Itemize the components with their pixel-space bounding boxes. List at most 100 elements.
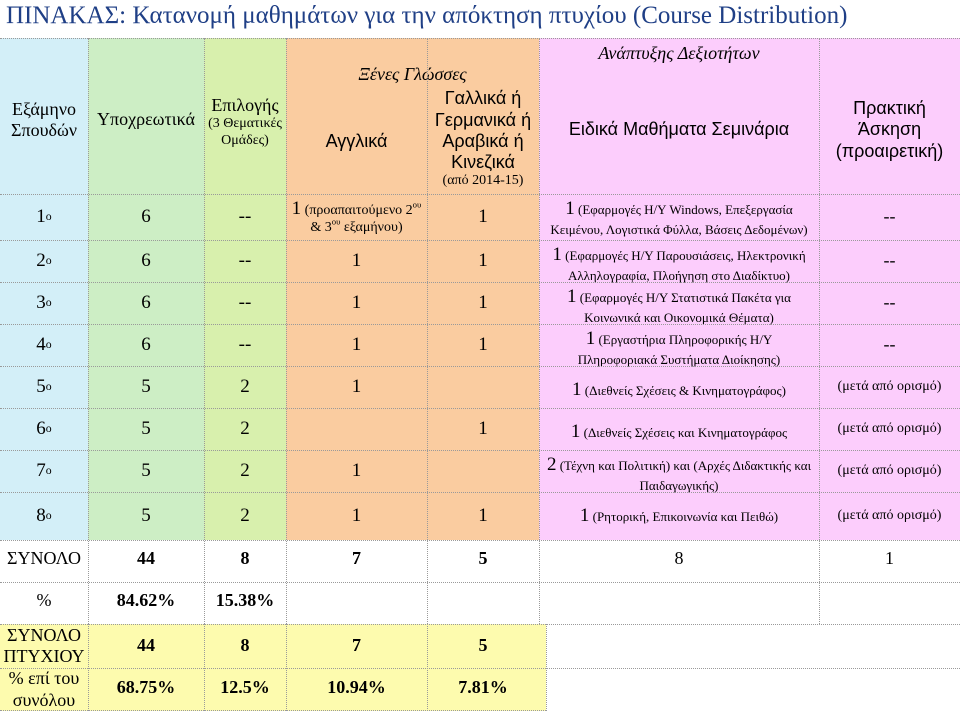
grid-line <box>0 240 960 241</box>
english-cell: 1 <box>351 504 362 526</box>
summary-block-bg <box>0 624 546 711</box>
skills-description: (Εφαρμογές Η/Υ Windows, Επεξεργασία Κειμ… <box>550 202 808 237</box>
required-cell: 6 <box>141 291 151 313</box>
skills-count: 1 <box>567 286 577 307</box>
skills-description: (Διεθνείς Σχέσεις & Κινηματογράφος) <box>584 383 786 398</box>
degree-percent-label: % επί του συνόλου <box>8 668 80 710</box>
electives-cell: -- <box>238 249 252 271</box>
percent-required: 84.62% <box>116 590 176 611</box>
english-cell: 1 (προαπαιτούμενο 2ου & 3ου εξαμήνου) <box>286 194 427 240</box>
semester-number: 3 <box>36 291 46 313</box>
grid-line <box>286 624 287 711</box>
electives-cell: 2 <box>240 417 250 439</box>
grid-line <box>286 38 287 624</box>
english-note-line2: & 3ου εξαμήνου) <box>310 217 402 237</box>
degree-total-english: 7 <box>352 635 361 656</box>
degree-percent-other-languages: 7.81% <box>458 677 508 698</box>
other-languages-cell <box>427 366 539 408</box>
header-skills-group: Ανάπτυξης Δεξιοτήτων <box>598 43 760 64</box>
header-electives-title: Επιλογής <box>211 94 279 115</box>
practice-cell: (μετά από ορισμό) <box>837 507 942 523</box>
required-cell: 6 <box>141 333 151 355</box>
header-languages-group: Ξένες Γλώσσες <box>358 64 467 85</box>
english-note-a: (προαπαιτούμενο 2 <box>304 202 413 218</box>
semester-column-bg <box>0 38 88 540</box>
degree-total-electives: 8 <box>240 635 250 656</box>
semester-number: 5 <box>36 375 46 397</box>
skills-cell: 2 (Τέχνη και Πολιτική) και (Αρχές Διδακτ… <box>546 450 812 493</box>
skills-count: 1 <box>585 328 596 349</box>
skills-description: (Εφαρμογές Η/Υ Παρουσιάσεις, Ηλεκτρονική… <box>565 248 806 283</box>
semester-number: 6 <box>36 417 46 439</box>
skills-cell: 1 (Εργαστήρια Πληροφορικής Η/Υ Πληροφορι… <box>546 324 812 367</box>
practice-cell: (μετά από ορισμό) <box>837 378 942 394</box>
other-languages-cell: 1 <box>478 417 488 439</box>
electives-cell: -- <box>238 333 252 355</box>
english-note-b: & 3 <box>310 219 332 235</box>
degree-percent-english: 10.94% <box>327 677 386 698</box>
required-cell: 5 <box>141 417 151 439</box>
english-note-line1: 1 (προαπαιτούμενο 2ου <box>292 198 422 220</box>
total-required: 44 <box>137 548 155 569</box>
semester-number: 8 <box>36 504 46 526</box>
skills-count: 1 <box>552 244 562 265</box>
grid-line <box>88 624 89 711</box>
skills-cell: 1 (Εφαρμογές Η/Υ Στατιστικά Πακέτα για Κ… <box>546 282 812 325</box>
electives-cell: 2 <box>240 504 250 526</box>
other-languages-cell: 1 <box>478 205 488 227</box>
header-required: Υποχρεωτικά <box>97 109 195 130</box>
electives-cell: 2 <box>240 459 250 481</box>
total-practice: 1 <box>885 548 894 569</box>
other-languages-cell: 1 <box>478 291 488 313</box>
languages-column-bg <box>286 38 539 540</box>
grid-line <box>427 624 428 711</box>
english-cell: 1 <box>351 249 362 271</box>
degree-percent-required: 68.75% <box>116 677 176 698</box>
semester-number: 7 <box>36 459 46 481</box>
other-languages-cell: 1 <box>478 249 488 271</box>
skills-count: 1 <box>572 379 582 400</box>
header-other-languages: Γαλλικά ή Γερμανικά ή Αραβικά ή Κινεζικά… <box>427 84 539 194</box>
english-note-sup2: ου <box>331 216 341 227</box>
skills-column-bg <box>539 38 960 540</box>
header-other-languages-note: (από 2014-15) <box>442 173 524 189</box>
header-other-languages-names: Γαλλικά ή Γερμανικά ή Αραβικά ή Κινεζικά <box>434 88 532 172</box>
required-cell: 5 <box>141 504 151 526</box>
header-semester: Εξάμηνο Σπουδών <box>11 98 77 140</box>
grid-line <box>204 624 205 711</box>
grid-line <box>546 624 547 711</box>
skills-count: 1 <box>570 421 581 442</box>
skills-description: (Τέχνη και Πολιτική) και (Αρχές Διδακτικ… <box>559 458 812 493</box>
grid-line <box>0 366 960 367</box>
required-cell: 6 <box>141 249 151 271</box>
skills-cell: 1 (Εφαρμογές Η/Υ Windows, Επεξεργασία Κε… <box>546 194 812 240</box>
practice-cell: -- <box>883 292 896 313</box>
semester-number: 1 <box>36 205 46 227</box>
total-other-languages: 5 <box>478 548 488 569</box>
degree-percent-electives: 12.5% <box>220 677 270 698</box>
total-label: ΣΥΝΟΛΟ <box>7 548 81 569</box>
header-electives: Επιλογής (3 Θεματικές Ομάδες) <box>204 86 286 158</box>
grid-line <box>0 282 960 283</box>
degree-total-required: 44 <box>137 635 155 656</box>
english-cell: 1 <box>351 375 362 397</box>
required-column-bg <box>88 38 204 540</box>
grid-line <box>0 194 960 195</box>
degree-total-label: ΣΥΝΟΛΟ ΠΤΥΧΙΟΥ <box>3 624 85 666</box>
skills-count: 1 <box>579 505 590 526</box>
grid-line <box>0 582 960 583</box>
skills-count: 2 <box>546 454 557 475</box>
total-electives: 8 <box>240 548 250 569</box>
skills-description: (Εφαρμογές Η/Υ Στατιστικά Πακέτα για Κοι… <box>579 290 791 325</box>
skills-description: (Εργαστήρια Πληροφορικής Η/Υ Πληροφοριακ… <box>577 332 781 367</box>
required-cell: 5 <box>141 375 151 397</box>
grid-line <box>0 624 960 625</box>
practice-cell: (μετά από ορισμό) <box>837 420 942 436</box>
grid-line <box>427 38 428 624</box>
other-languages-cell: 1 <box>478 333 488 355</box>
